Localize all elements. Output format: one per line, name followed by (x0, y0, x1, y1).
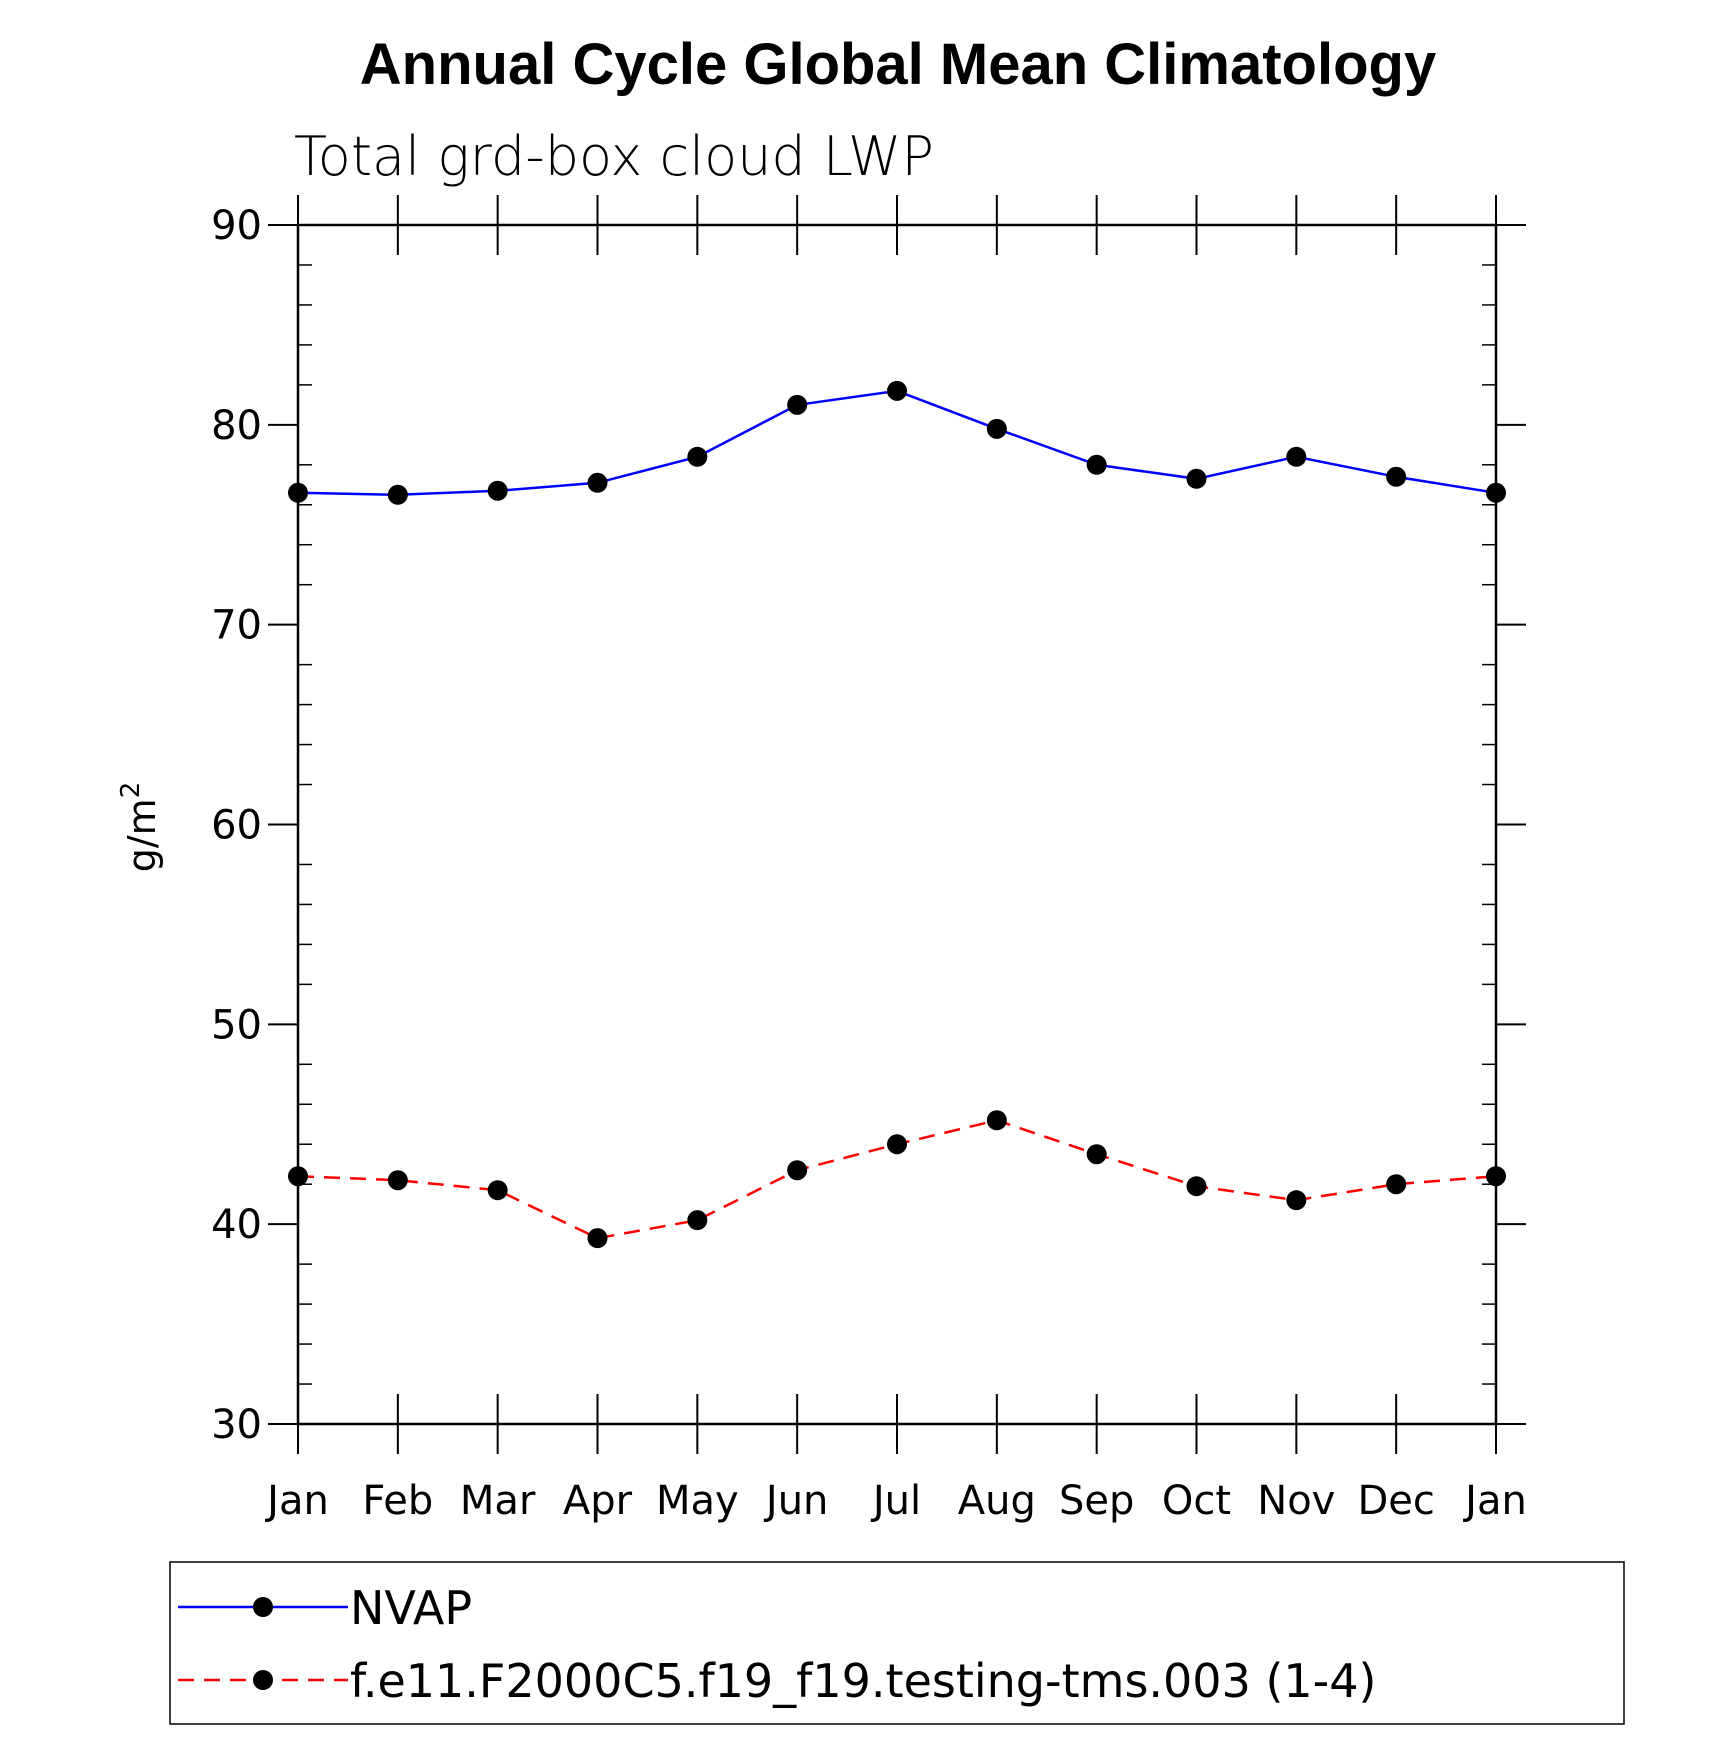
x-tick-label: Jun (763, 1478, 829, 1524)
data-point-series-0 (1186, 468, 1207, 489)
data-point-series-1 (687, 1210, 708, 1231)
data-point-series-1 (1186, 1176, 1207, 1197)
data-point-series-1 (587, 1228, 608, 1249)
x-tick-label: Apr (563, 1478, 633, 1524)
x-tick-label: Jan (264, 1478, 329, 1524)
series-line-0 (297, 389, 1497, 497)
x-tick-label: Aug (958, 1478, 1036, 1524)
legend: NVAP f.e11.F2000C5.f19_f19.testing-tms.0… (169, 1561, 1625, 1725)
y-axis-unit-superscript: 2 (116, 782, 146, 799)
data-point-series-0 (687, 446, 708, 467)
data-point-series-1 (1386, 1174, 1407, 1195)
y-tick-label: 80 (211, 403, 262, 449)
data-point-series-0 (1086, 454, 1107, 475)
y-tick-label: 40 (211, 1202, 262, 1248)
y-tick-label: 70 (211, 603, 262, 649)
x-tick-label: Jul (870, 1478, 921, 1524)
y-axis-unit: g/m (120, 798, 164, 872)
chart-title: Annual Cycle Global Mean Climatology (360, 32, 1436, 97)
data-point-series-0 (986, 418, 1007, 439)
data-point-series-0 (587, 472, 608, 493)
plot-frame (296, 223, 1498, 1426)
axis-tick-labels: Jan Feb Mar Apr May Jun Jul Aug Sep Oct Nov Dec Jan3… (211, 203, 1527, 1524)
legend-label-nvap: NVAP (350, 1581, 472, 1635)
y-tick-label: 30 (211, 1402, 262, 1448)
x-tick-label: Oct (1162, 1478, 1231, 1524)
data-point-series-0 (887, 380, 907, 401)
data-point-series-0 (787, 394, 808, 415)
x-tick-label: Nov (1257, 1478, 1335, 1524)
data-point-series-1 (986, 1110, 1007, 1131)
data-point-series-0 (1286, 446, 1307, 467)
data-point-series-1 (1086, 1144, 1107, 1165)
data-point-series-1 (787, 1160, 808, 1181)
legend-label-model: f.e11.F2000C5.f19_f19.testing-tms.003 (1… (350, 1654, 1377, 1708)
data-point-series-0 (1386, 466, 1407, 487)
x-tick-label: May (656, 1478, 739, 1524)
x-tick-label: Dec (1357, 1478, 1434, 1524)
data-point-series-1 (387, 1170, 408, 1191)
x-tick-label: Jan (1462, 1478, 1527, 1524)
x-tick-label: Mar (460, 1478, 536, 1524)
y-tick-label: 60 (211, 803, 262, 849)
x-tick-label: Sep (1059, 1478, 1134, 1524)
y-tick-label: 50 (211, 1002, 262, 1048)
chart-subtitle: Total grd-box cloud LWP (294, 125, 934, 188)
y-tick-label: 90 (211, 203, 262, 249)
legend-marker-model (253, 1670, 273, 1690)
y-axis-label: g/m2 (116, 782, 164, 873)
data-point-series-0 (387, 484, 408, 505)
data-point-series-1 (487, 1180, 508, 1201)
data-point-series-1 (887, 1134, 907, 1155)
data-point-series-1 (1286, 1190, 1307, 1211)
legend-box (169, 1561, 1625, 1725)
x-tick-label: Feb (362, 1478, 433, 1524)
data-point-series-0 (487, 480, 508, 501)
legend-marker-nvap (253, 1597, 273, 1617)
series-layer (288, 380, 1506, 1249)
